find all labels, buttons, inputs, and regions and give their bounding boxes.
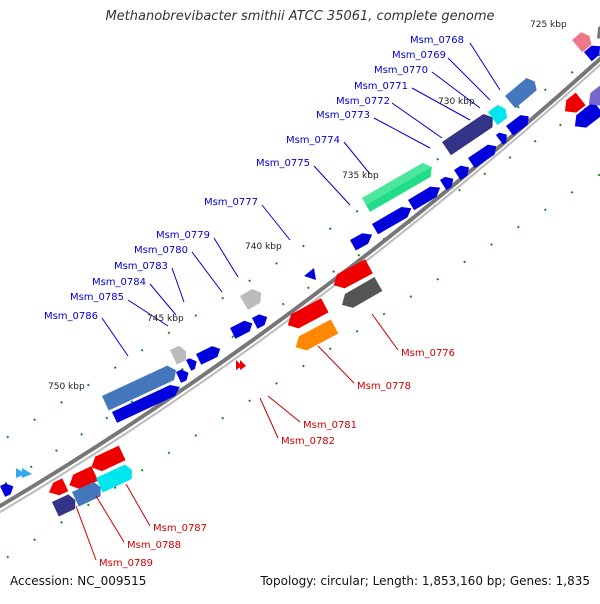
gene-arrow[interactable] (88, 445, 126, 475)
accession-label: Accession: NC_009515 (10, 574, 147, 588)
scale-label-740: 740 kbp (245, 242, 282, 252)
gene-label-msm-0776[interactable]: Msm_0776 (401, 348, 455, 359)
gene-arrow[interactable] (330, 259, 373, 292)
gene-arrow[interactable] (442, 111, 497, 156)
inner-tick-ring (0, 173, 600, 564)
gene-label-msm-0780[interactable]: Msm_0780 (134, 245, 188, 256)
gene-label-msm-0768[interactable]: Msm_0768 (410, 35, 464, 46)
gene-label-msm-0775[interactable]: Msm_0775 (256, 158, 310, 169)
gene-arrow[interactable] (252, 312, 270, 329)
gene-arrow[interactable] (372, 203, 414, 235)
gene-arrow[interactable] (72, 480, 104, 507)
gene-arrow[interactable] (584, 84, 600, 110)
gene-arrow[interactable] (408, 182, 443, 211)
gene-label-msm-0789[interactable]: Msm_0789 (99, 558, 153, 569)
genome-summary: Topology: circular; Length: 1,853,160 bp… (260, 574, 590, 588)
scale-label-730: 730 kbp (438, 97, 475, 107)
label-leaders (75, 42, 501, 561)
gene-label-msm-0787[interactable]: Msm_0787 (153, 523, 207, 534)
gene-label-msm-0769[interactable]: Msm_0769 (392, 50, 446, 61)
gene-arrow[interactable] (96, 463, 135, 493)
gene-arrow[interactable] (170, 344, 189, 365)
gene-label-msm-0774[interactable]: Msm_0774 (286, 135, 340, 146)
gene-label-msm-0778[interactable]: Msm_0778 (357, 381, 411, 392)
gene-arrow[interactable] (338, 277, 383, 312)
scale-label-745: 745 kbp (147, 314, 184, 324)
outer-tick-ring (0, 53, 600, 444)
gene-label-msm-0772[interactable]: Msm_0772 (336, 96, 390, 107)
gene-arrow[interactable] (506, 112, 532, 136)
gene-arrow[interactable] (292, 319, 339, 354)
reverse-strand-genes (16, 19, 600, 517)
gene-arrow[interactable] (570, 101, 600, 133)
gene-arrow[interactable] (560, 92, 586, 118)
gene-label-msm-0783[interactable]: Msm_0783 (114, 261, 168, 272)
gene-arrow[interactable] (102, 363, 179, 411)
gene-label-msm-0770[interactable]: Msm_0770 (374, 65, 428, 76)
gene-arrow[interactable] (304, 268, 316, 280)
bottom-gene-labels: Msm_0776 Msm_0778 Msm_0781 Msm_0782 Msm_… (99, 348, 455, 569)
gene-arrow[interactable] (284, 298, 329, 332)
gene-label-msm-0781[interactable]: Msm_0781 (303, 420, 357, 431)
scale-label-735: 735 kbp (342, 171, 379, 181)
gene-label-msm-0773[interactable]: Msm_0773 (316, 110, 370, 121)
map-title: Methanobrevibacter smithii ATCC 35061, c… (105, 9, 495, 24)
gene-arrow[interactable] (350, 229, 375, 251)
gene-arrow[interactable] (584, 42, 600, 62)
gene-arrow[interactable] (468, 141, 500, 168)
gene-label-msm-0771[interactable]: Msm_0771 (354, 81, 408, 92)
gene-arrow[interactable] (572, 30, 595, 53)
gene-arrow[interactable] (454, 162, 472, 181)
gene-arrow[interactable] (196, 343, 223, 365)
forward-strand-genes (0, 42, 600, 497)
gene-arrow[interactable] (362, 160, 436, 212)
scale-label-725: 725 kbp (530, 20, 567, 30)
gene-label-msm-0777[interactable]: Msm_0777 (204, 197, 258, 208)
scale-labels: 725 kbp 730 kbp 735 kbp 740 kbp 745 kbp … (48, 20, 567, 392)
gene-label-msm-0788[interactable]: Msm_0788 (127, 540, 181, 551)
gene-arrow[interactable] (440, 174, 457, 191)
gene-label-msm-0779[interactable]: Msm_0779 (156, 230, 210, 241)
gene-arrow[interactable] (52, 493, 79, 517)
gene-arrow[interactable] (505, 75, 540, 109)
gene-label-msm-0785[interactable]: Msm_0785 (70, 292, 124, 303)
gene-arrow[interactable] (496, 130, 510, 145)
gene-arrow[interactable] (46, 478, 69, 498)
gene-arrow[interactable] (186, 356, 199, 371)
gene-arrow[interactable] (112, 382, 182, 423)
gene-label-msm-0786[interactable]: Msm_0786 (44, 311, 98, 322)
gene-label-msm-0784[interactable]: Msm_0784 (92, 277, 146, 288)
gene-arrow[interactable] (230, 318, 255, 339)
top-gene-labels: Msm_0768 Msm_0769 Msm_0770 Msm_0771 Msm_… (44, 35, 464, 322)
scale-label-750: 750 kbp (48, 382, 85, 392)
gene-arrow[interactable] (176, 367, 191, 383)
gene-arrow[interactable] (0, 481, 16, 497)
gene-arrow[interactable] (16, 468, 32, 478)
tier2-genes (102, 30, 595, 411)
gene-arrow[interactable] (240, 286, 265, 310)
gene-arrow[interactable] (488, 103, 510, 125)
gene-arrow[interactable] (236, 360, 246, 370)
gene-label-msm-0782[interactable]: Msm_0782 (281, 436, 335, 447)
